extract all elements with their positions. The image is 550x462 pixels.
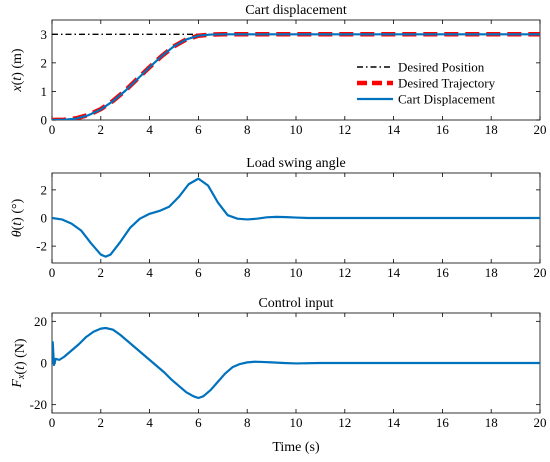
y-tick-label: 2 xyxy=(41,182,48,197)
x-tick-label: 8 xyxy=(244,415,251,430)
x-tick-label: 6 xyxy=(195,415,202,430)
x-tick-label: 12 xyxy=(338,122,351,137)
plot-area xyxy=(52,177,540,258)
y-axis-label: x(t) (m) xyxy=(10,48,25,92)
x-tick-label: 20 xyxy=(534,415,547,430)
plot-area xyxy=(52,32,540,120)
x-tick-label: 4 xyxy=(146,415,153,430)
x-tick-label: 20 xyxy=(534,122,547,137)
x-tick-label: 2 xyxy=(98,122,105,137)
y-tick-label: 0 xyxy=(41,211,48,226)
series-line-cart-displacement xyxy=(52,33,540,120)
x-tick-label: 14 xyxy=(387,265,401,280)
x-tick-label: 6 xyxy=(195,265,202,280)
chart-title: Load swing angle xyxy=(246,156,346,171)
legend-entry: Desired Trajectory xyxy=(398,76,496,91)
x-tick-label: 0 xyxy=(49,122,56,137)
x-tick-label: 18 xyxy=(485,265,498,280)
chart-title: Control input xyxy=(258,296,333,311)
x-tick-label: 18 xyxy=(485,122,498,137)
x-tick-label: 10 xyxy=(290,415,303,430)
x-tick-label: 20 xyxy=(534,265,547,280)
x-tick-label: 14 xyxy=(387,122,401,137)
x-tick-label: 12 xyxy=(338,415,351,430)
y-tick-label: 0 xyxy=(41,113,48,128)
y-tick-label: 0 xyxy=(41,356,48,371)
x-tick-label: 10 xyxy=(290,122,303,137)
series-line-series xyxy=(52,177,540,258)
x-tick-label: 8 xyxy=(244,265,251,280)
chart-title: Cart displacement xyxy=(245,3,347,18)
y-tick-label: -20 xyxy=(30,397,47,412)
y-tick-label: 3 xyxy=(41,27,48,42)
legend-entry: Desired Position xyxy=(398,60,485,75)
x-tick-label: 6 xyxy=(195,122,202,137)
x-tick-label: 14 xyxy=(387,415,401,430)
x-tick-label: 8 xyxy=(244,122,251,137)
y-tick-label: 1 xyxy=(41,84,48,99)
x-tick-label: 16 xyxy=(436,415,450,430)
y-tick-label: -2 xyxy=(36,239,47,254)
x-tick-label: 4 xyxy=(146,265,153,280)
series-line-series xyxy=(52,326,540,400)
x-tick-label: 2 xyxy=(98,265,105,280)
legend-entry: Cart Displacement xyxy=(398,92,495,107)
plot-area xyxy=(52,326,540,400)
y-tick-label: 20 xyxy=(34,314,47,329)
x-axis-label: Time (s) xyxy=(272,440,320,455)
x-tick-label: 16 xyxy=(436,265,450,280)
x-tick-label: 10 xyxy=(290,265,303,280)
x-tick-label: 2 xyxy=(98,415,105,430)
x-tick-label: 0 xyxy=(49,265,56,280)
y-axis-label: Fx(t) (N) xyxy=(10,338,28,389)
y-tick-label: 2 xyxy=(41,55,48,70)
x-tick-label: 16 xyxy=(436,122,450,137)
x-tick-label: 18 xyxy=(485,415,498,430)
y-axis-label: θ(t) (°) xyxy=(10,198,25,237)
x-tick-label: 12 xyxy=(338,265,351,280)
x-tick-label: 0 xyxy=(49,415,56,430)
x-tick-label: 4 xyxy=(146,122,153,137)
